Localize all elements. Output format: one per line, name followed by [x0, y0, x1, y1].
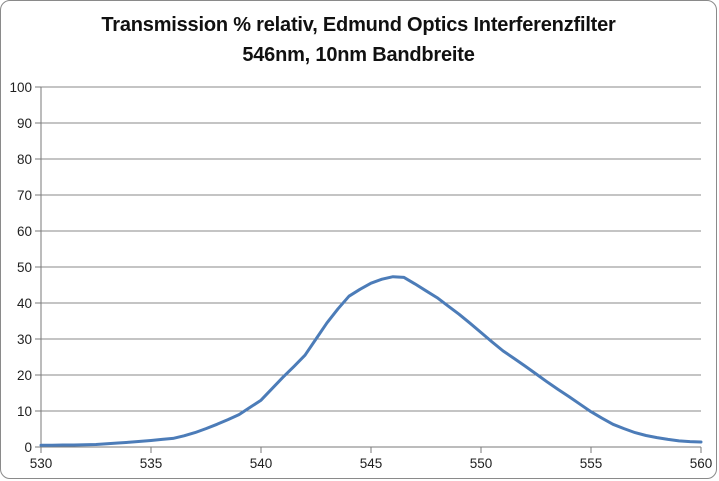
chart-title-line-2: 546nm, 10nm Bandbreite [242, 44, 475, 66]
transmission-curve [39, 275, 703, 447]
x-tick-label: 530 [30, 456, 53, 471]
x-tick-label: 555 [580, 456, 603, 471]
y-tick-label: 30 [17, 332, 32, 347]
y-tick-label: 40 [17, 296, 32, 311]
y-tick-label: 60 [17, 224, 32, 239]
y-tick-label: 10 [17, 404, 32, 419]
y-tick-label: 50 [17, 260, 32, 275]
y-tick-label: 100 [9, 80, 32, 95]
x-tick-label: 545 [360, 456, 383, 471]
chart-title-line-1: Transmission % relativ, Edmund Optics In… [101, 14, 616, 36]
y-tick-label: 90 [17, 116, 32, 131]
y-tick-label: 80 [17, 152, 32, 167]
x-tick-label: 550 [470, 456, 493, 471]
y-tick-label: 0 [24, 440, 32, 455]
x-tick-label: 540 [250, 456, 273, 471]
y-tick-label: 70 [17, 188, 32, 203]
x-tick-label: 535 [140, 456, 163, 471]
x-tick-label: 560 [690, 456, 713, 471]
chart-title: Transmission % relativ, Edmund Optics In… [1, 10, 716, 70]
y-tick-label: 20 [17, 368, 32, 383]
